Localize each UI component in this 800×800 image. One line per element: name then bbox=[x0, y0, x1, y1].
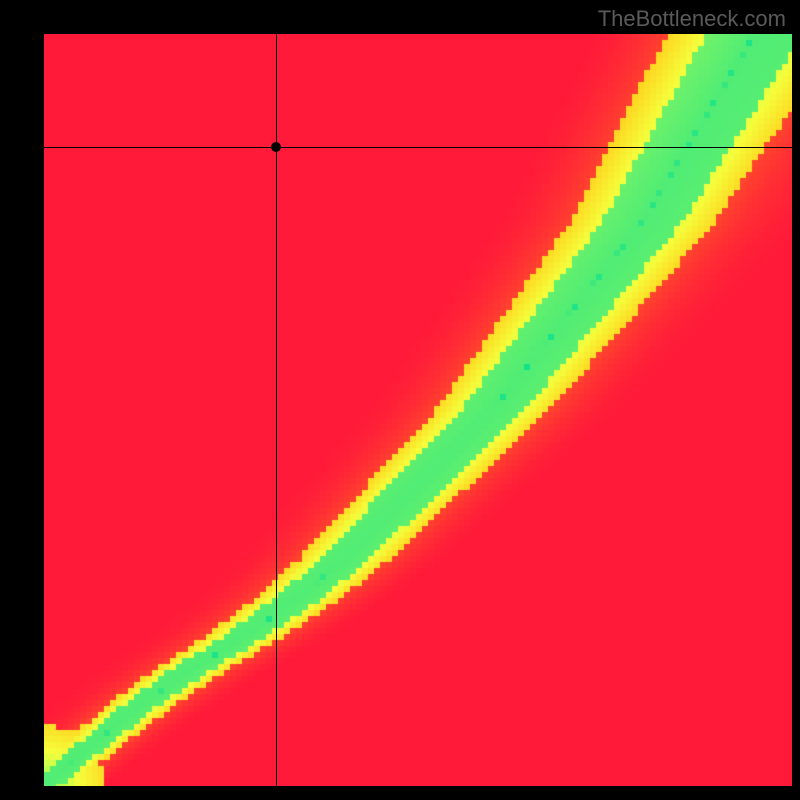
watermark-text: TheBottleneck.com bbox=[598, 6, 786, 32]
bottleneck-heatmap bbox=[44, 34, 792, 786]
crosshair-marker bbox=[271, 142, 281, 152]
crosshair-horizontal bbox=[44, 147, 792, 148]
